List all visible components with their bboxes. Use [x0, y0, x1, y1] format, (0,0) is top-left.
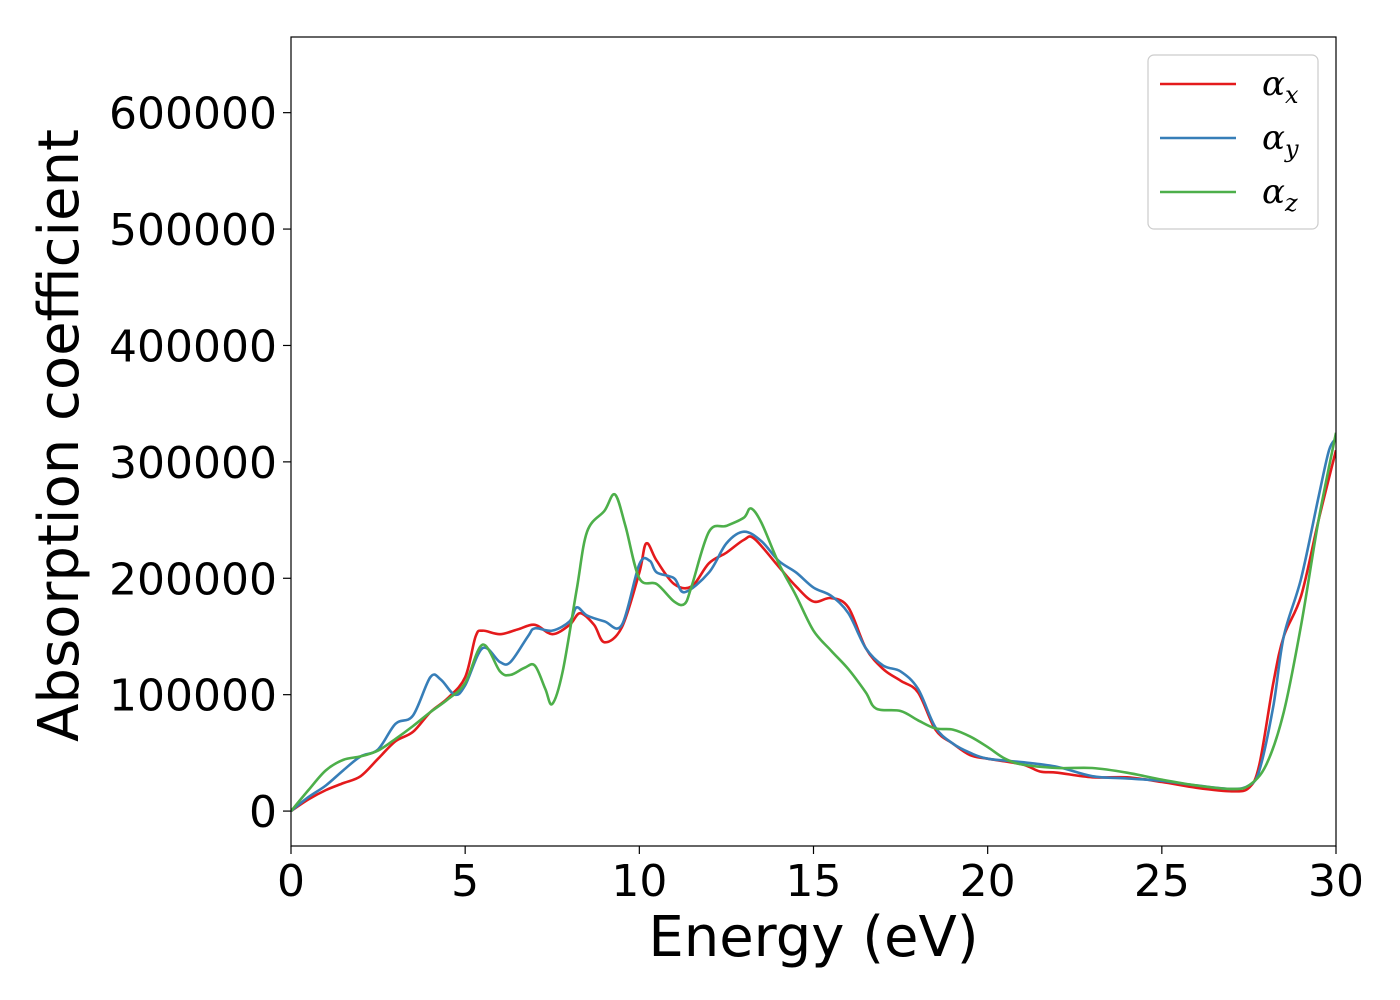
x-tick-label: 25	[1134, 856, 1190, 907]
x-axis: 0 5 10 15 20 25 30	[277, 846, 1364, 907]
y-tick-label: 0	[249, 787, 277, 838]
x-axis-title: Energy (eV)	[648, 905, 978, 970]
legend-label-z: αz	[1262, 172, 1298, 217]
legend-box	[1147, 54, 1319, 230]
series-line-z	[291, 432, 1336, 812]
y-tick-label: 100000	[109, 671, 277, 722]
y-tick-label: 600000	[109, 89, 277, 140]
y-tick-label: 500000	[109, 205, 277, 256]
x-tick-label: 5	[451, 856, 479, 907]
y-axis: 0 100000 200000 300000 400000 500000 600000	[109, 89, 291, 838]
x-tick-label: 30	[1308, 856, 1364, 907]
legend-label-x: αx	[1262, 64, 1299, 109]
x-tick-label: 15	[786, 856, 842, 907]
x-tick-label: 10	[611, 856, 667, 907]
y-tick-label: 300000	[109, 438, 277, 489]
legend-label-y: αy	[1262, 118, 1299, 163]
series-line-y	[291, 437, 1336, 813]
y-axis-title: Absorption coefficient	[27, 129, 92, 742]
x-tick-label: 0	[277, 856, 305, 907]
legend: αx αy αz	[1147, 54, 1319, 230]
x-tick-label: 20	[960, 856, 1016, 907]
y-tick-label: 400000	[109, 321, 277, 372]
y-tick-label: 200000	[109, 554, 277, 605]
series-layer	[291, 432, 1336, 813]
